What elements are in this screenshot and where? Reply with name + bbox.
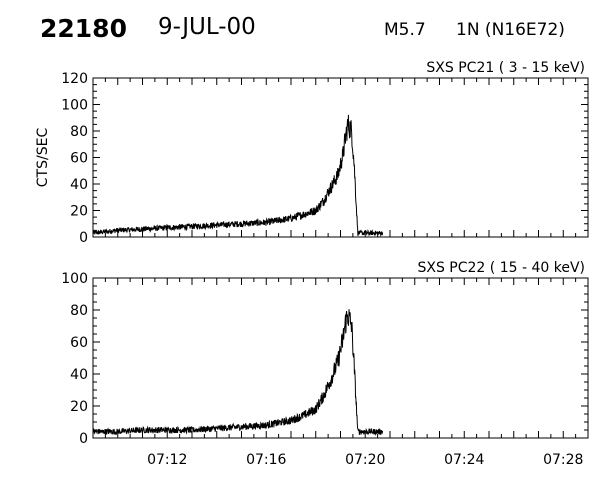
panel-1-y-tick-label: 40 bbox=[70, 177, 88, 193]
event-number: 22180 bbox=[40, 14, 127, 43]
panel-1-y-tick-label: 100 bbox=[61, 98, 88, 114]
panel-2-y-tick-label: 100 bbox=[61, 271, 88, 287]
panel-2-channel-label: SXS PC22 ( 15 - 40 keV) bbox=[417, 260, 585, 276]
panel-1-y-tick-label: 0 bbox=[79, 230, 88, 246]
panel-2-x-tick-label: 07:12 bbox=[147, 452, 187, 468]
flare-location: 1N (N16E72) bbox=[456, 20, 565, 40]
event-date: 9-JUL-00 bbox=[158, 14, 256, 40]
panel-2-x-tick-label: 07:16 bbox=[246, 452, 286, 468]
flare-class: M5.7 bbox=[384, 20, 426, 40]
panel-2-plot-frame bbox=[92, 277, 589, 439]
panel-2-x-tick-label: 07:20 bbox=[345, 452, 385, 468]
panel-1-y-tick-label: 60 bbox=[70, 151, 88, 167]
panel-2-x-tick-label: 07:24 bbox=[444, 452, 484, 468]
panel-2-series-1-line bbox=[92, 309, 384, 437]
panel-2-y-tick-label: 20 bbox=[70, 399, 88, 415]
panel-2-y-tick-label: 40 bbox=[70, 367, 88, 383]
panel-2-y-tick-label: 0 bbox=[79, 431, 88, 447]
panel-2-y-tick-label: 80 bbox=[70, 303, 88, 319]
panel-2-y-tick-label: 60 bbox=[70, 335, 88, 351]
panel-1-y-tick-label: 120 bbox=[61, 71, 88, 87]
panel-1-plot-frame bbox=[92, 77, 589, 238]
panel-2-x-tick-label: 07:28 bbox=[543, 452, 583, 468]
panel-1-y-tick-label: 20 bbox=[70, 204, 88, 220]
panel-1-series-1-line bbox=[92, 114, 384, 238]
panel-1-channel-label: SXS PC21 ( 3 - 15 keV) bbox=[426, 60, 585, 76]
panel-1-y-axis-label: CTS/SEC bbox=[35, 128, 51, 188]
panel-1-y-tick-label: 80 bbox=[70, 124, 88, 140]
